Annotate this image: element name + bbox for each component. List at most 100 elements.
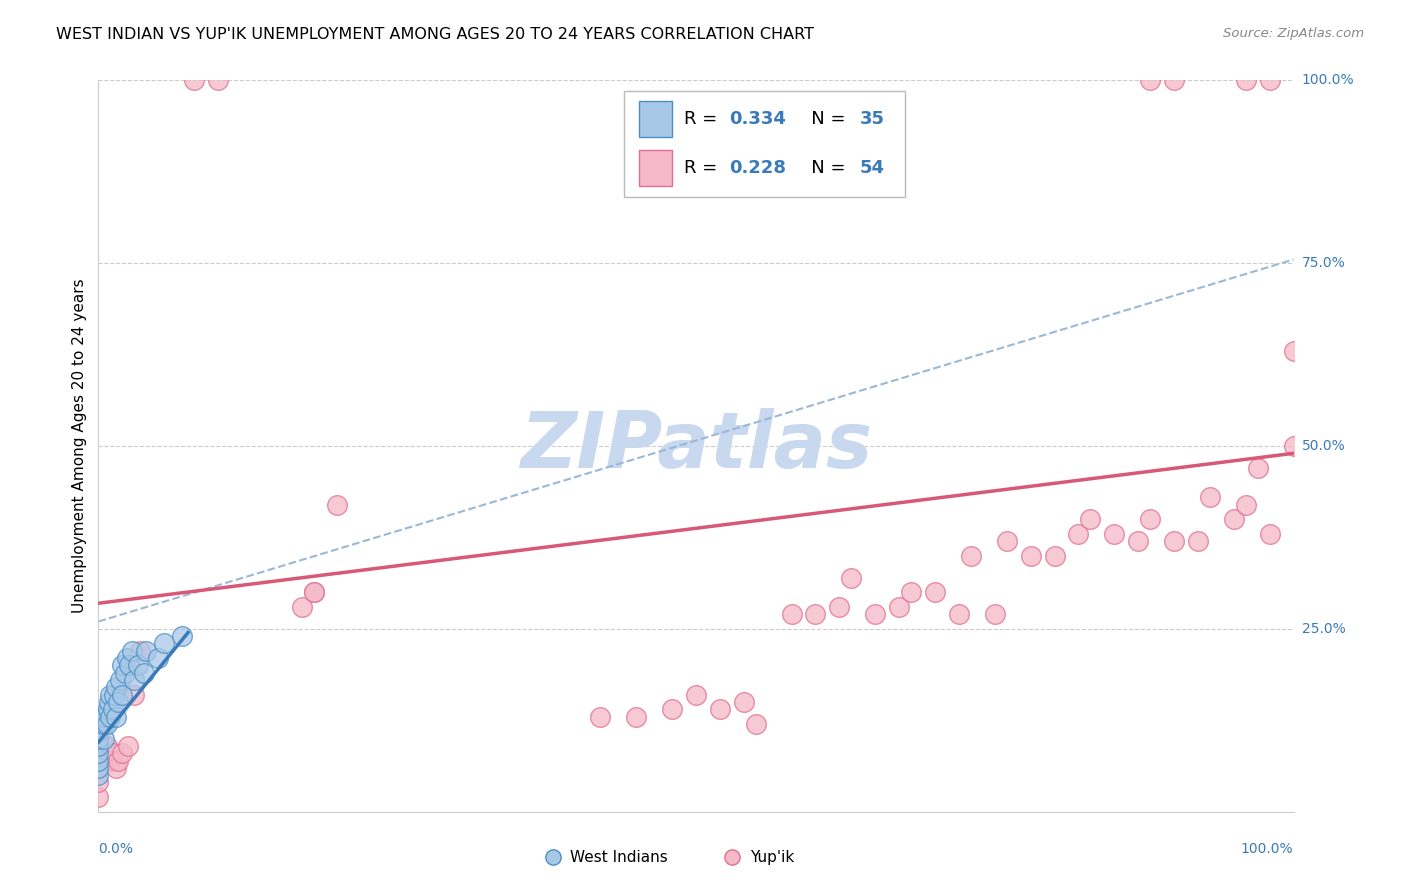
Point	[132, 665, 155, 680]
Point	[1080, 512, 1102, 526]
Text: 0.228: 0.228	[730, 159, 786, 177]
Point	[291, 599, 314, 614]
Point	[172, 629, 194, 643]
Point	[97, 702, 120, 716]
Point	[87, 739, 110, 753]
Point	[108, 673, 131, 687]
Point	[1163, 73, 1185, 87]
Point	[900, 585, 922, 599]
Text: 0.0%: 0.0%	[98, 842, 134, 856]
Point	[661, 702, 683, 716]
Point	[948, 607, 970, 622]
Point	[1282, 439, 1305, 453]
Text: 25.0%: 25.0%	[1302, 622, 1346, 636]
Y-axis label: Unemployment Among Ages 20 to 24 years: Unemployment Among Ages 20 to 24 years	[72, 278, 87, 614]
Text: 35: 35	[859, 110, 884, 128]
Bar	[624, 91, 905, 197]
Point	[87, 746, 110, 760]
Point	[828, 599, 851, 614]
Point	[153, 636, 176, 650]
Point	[1199, 490, 1222, 504]
Text: West Indians: West Indians	[571, 849, 668, 864]
Point	[302, 585, 325, 599]
Point	[121, 644, 143, 658]
Point	[115, 651, 138, 665]
Point	[111, 746, 134, 760]
Point	[1019, 549, 1042, 563]
Point	[1067, 526, 1090, 541]
Point	[107, 754, 129, 768]
Point	[101, 746, 124, 760]
Point	[148, 651, 170, 665]
Point	[96, 739, 118, 753]
Point	[780, 607, 803, 622]
Point	[111, 658, 134, 673]
Point	[118, 658, 141, 673]
Text: N =: N =	[794, 159, 851, 177]
Point	[87, 790, 110, 805]
Point	[1139, 73, 1161, 87]
Point	[135, 644, 157, 658]
Text: WEST INDIAN VS YUP'IK UNEMPLOYMENT AMONG AGES 20 TO 24 YEARS CORRELATION CHART: WEST INDIAN VS YUP'IK UNEMPLOYMENT AMONG…	[56, 27, 814, 42]
Point	[995, 534, 1018, 549]
Text: 100.0%: 100.0%	[1241, 842, 1294, 856]
Point	[117, 739, 139, 753]
Point	[1258, 73, 1281, 87]
Point	[1247, 461, 1270, 475]
Point	[93, 717, 115, 731]
Point	[207, 73, 229, 87]
Point	[1139, 512, 1161, 526]
Point	[129, 644, 152, 658]
Point	[93, 754, 115, 768]
Point	[87, 724, 110, 739]
Bar	[638, 102, 672, 136]
Point	[1187, 534, 1209, 549]
Point	[98, 695, 121, 709]
Point	[98, 709, 122, 723]
Point	[87, 754, 110, 768]
Point	[984, 607, 1007, 622]
Point	[1128, 534, 1150, 549]
Point	[124, 673, 146, 687]
Point	[709, 702, 731, 716]
Text: Source: ZipAtlas.com: Source: ZipAtlas.com	[1223, 27, 1364, 40]
Point	[87, 761, 110, 775]
Point	[626, 709, 648, 723]
Point	[103, 688, 125, 702]
Point	[1234, 498, 1257, 512]
Point	[101, 702, 124, 716]
Point	[1104, 526, 1126, 541]
Point	[87, 717, 110, 731]
Text: 100.0%: 100.0%	[1302, 73, 1354, 87]
Point	[1223, 512, 1246, 526]
Point	[105, 709, 128, 723]
Point	[98, 754, 122, 768]
Point	[889, 599, 911, 614]
Point	[98, 688, 122, 702]
Point	[105, 761, 128, 775]
Point	[87, 731, 110, 746]
Point	[589, 709, 612, 723]
Point	[127, 658, 149, 673]
Text: N =: N =	[794, 110, 851, 128]
Text: 75.0%: 75.0%	[1302, 256, 1346, 270]
Point	[87, 768, 110, 782]
Text: R =: R =	[685, 110, 723, 128]
Point	[107, 695, 129, 709]
Text: 50.0%: 50.0%	[1302, 439, 1346, 453]
Point	[1258, 526, 1281, 541]
Point	[1234, 73, 1257, 87]
Point	[804, 607, 827, 622]
Point	[111, 688, 134, 702]
Bar	[638, 151, 672, 186]
Text: 0.334: 0.334	[730, 110, 786, 128]
Point	[960, 549, 983, 563]
Point	[1043, 549, 1066, 563]
Point	[183, 73, 205, 87]
Point	[87, 731, 110, 746]
Point	[124, 688, 146, 702]
Point	[96, 717, 118, 731]
Point	[87, 775, 110, 789]
Point	[1163, 534, 1185, 549]
Point	[924, 585, 946, 599]
